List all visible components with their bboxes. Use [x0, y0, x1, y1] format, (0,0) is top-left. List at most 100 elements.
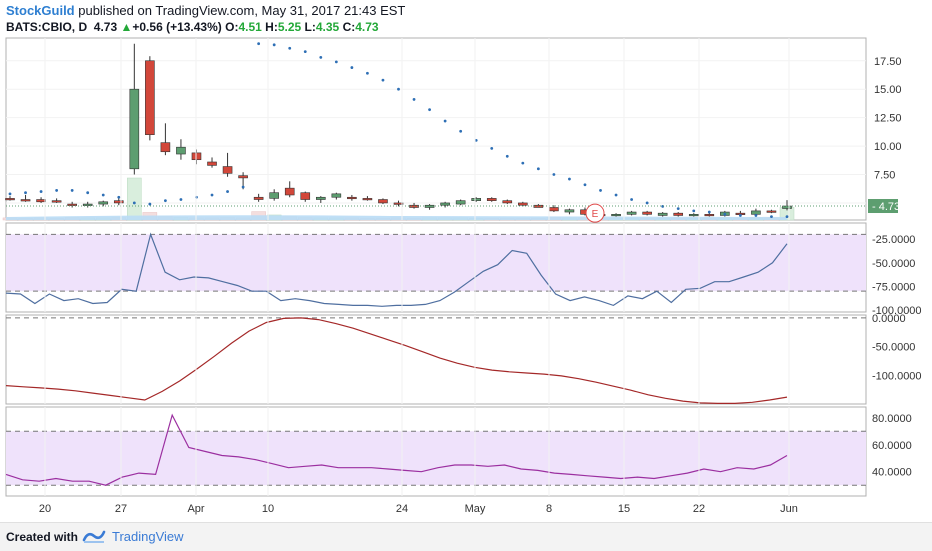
sar-dot	[24, 191, 27, 195]
sar-dot	[148, 202, 152, 206]
tradingview-brand[interactable]: TradingView	[112, 529, 184, 544]
sar-dot	[101, 193, 105, 197]
rsi-tick-label: 40.0000	[872, 467, 912, 479]
sar-dot	[303, 50, 307, 54]
earnings-marker-icon	[585, 203, 605, 223]
sar-dot	[738, 214, 742, 217]
candle-up	[315, 196, 326, 200]
sar-dot	[55, 189, 59, 192]
sar-dot	[754, 214, 758, 217]
x-tick-label: 10	[262, 503, 274, 515]
candle-down	[238, 175, 248, 179]
chart-header: StockGuild published on TradingView.com,…	[0, 0, 932, 38]
sar-dot	[645, 201, 649, 205]
candle-down	[20, 199, 31, 202]
sar-dot	[490, 146, 494, 150]
last-price-badge	[868, 199, 898, 214]
candle-down	[51, 200, 62, 203]
candle-up	[98, 201, 109, 205]
candle-down	[284, 187, 295, 196]
sar-dot	[257, 42, 261, 46]
sar-dot	[241, 185, 245, 189]
candle-down	[113, 200, 124, 204]
price-tick-label: 7.50	[874, 170, 895, 182]
symbol-label[interactable]: BATS:CBIO, D	[6, 20, 88, 34]
candle-up	[176, 146, 186, 155]
candle-down	[704, 214, 715, 217]
sar-dot	[505, 154, 509, 158]
volume-bar	[127, 177, 142, 221]
candle-down	[67, 203, 77, 206]
x-tick-label: 27	[115, 503, 127, 515]
pane-border-mid	[5, 314, 867, 405]
candle-up	[564, 209, 575, 213]
candle-down	[549, 207, 559, 212]
open-value: 4.51	[238, 20, 262, 34]
price-tick-label: 17.50	[874, 56, 902, 68]
sar-dot	[272, 43, 276, 47]
footer-bar: Created with TradingView	[0, 522, 932, 551]
candle-up	[269, 192, 279, 199]
williams-r-line	[5, 232, 788, 307]
sar-dot	[319, 55, 323, 59]
rsi-tick-label: 80.0000	[872, 413, 912, 425]
sar-dot	[552, 173, 556, 176]
candle-down	[533, 204, 544, 208]
symbol-line: BATS:CBIO, D 4.73 ▲+0.56 (+13.43%) O:4.5…	[6, 20, 379, 34]
open-label: O:	[225, 20, 239, 34]
author-link[interactable]: StockGuild	[6, 3, 75, 18]
sar-dot	[226, 190, 229, 193]
sar-dot	[117, 195, 121, 199]
sar-dot	[179, 198, 183, 201]
sar-dot	[210, 193, 214, 197]
sar-dot	[428, 108, 431, 112]
earnings-marker-label: E	[592, 209, 599, 220]
price-tick-label: 15.00	[874, 84, 902, 96]
candle-up	[455, 200, 466, 205]
sar-dot	[707, 210, 711, 214]
candle-down	[362, 198, 373, 201]
candle-down	[222, 166, 233, 174]
candle-up	[611, 214, 621, 217]
candle-down	[642, 211, 652, 215]
price-tick-label: 10.00	[874, 141, 902, 153]
x-tick-label: 24	[396, 503, 408, 515]
oscillator-tick-label: -50.0000	[872, 342, 915, 354]
sar-dot	[366, 71, 369, 75]
publish-line: StockGuild published on TradingView.com,…	[6, 3, 405, 18]
candle-down	[5, 198, 15, 201]
sar-dot	[39, 190, 43, 193]
sar-dot	[459, 129, 463, 133]
published-text: published on TradingView.com, May 31, 20…	[74, 3, 406, 18]
sar-dot	[86, 191, 90, 195]
x-tick-label: May	[465, 503, 486, 515]
sar-dot	[723, 212, 727, 216]
tradingview-logo-icon	[82, 530, 106, 543]
x-tick-label: 15	[618, 503, 630, 515]
x-tick-label: 8	[546, 503, 552, 515]
sar-dot	[785, 215, 789, 218]
time-axis: 20 27 Apr 10 24 May 8 15 22 Jun	[39, 38, 798, 515]
candle-down	[502, 200, 513, 204]
sar-dot	[70, 189, 74, 192]
up-arrow-icon: ▲	[120, 20, 133, 34]
sar-dot	[536, 167, 540, 171]
candle-up	[471, 198, 482, 201]
price-tick-label: 12.50	[874, 113, 902, 125]
candle-down	[207, 161, 217, 166]
candle-down	[766, 210, 777, 213]
candle-down	[253, 196, 264, 200]
x-tick-label: Jun	[780, 503, 798, 515]
oscillator-line	[5, 317, 788, 404]
sar-dot	[164, 199, 167, 203]
rsi-tick-label: 60.0000	[872, 440, 912, 452]
candle-up	[129, 88, 140, 170]
williams-r-tick-label: -100.0000	[872, 305, 922, 317]
candle-up	[331, 193, 342, 198]
sar-dot	[676, 207, 680, 211]
candle-down	[36, 199, 46, 203]
williams-r-pane: -25.0000 -50.0000 -75.0000 -100.0000	[5, 232, 922, 317]
rsi-pane: 80.0000 60.0000 40.0000	[5, 413, 912, 486]
candle-up	[626, 211, 637, 215]
